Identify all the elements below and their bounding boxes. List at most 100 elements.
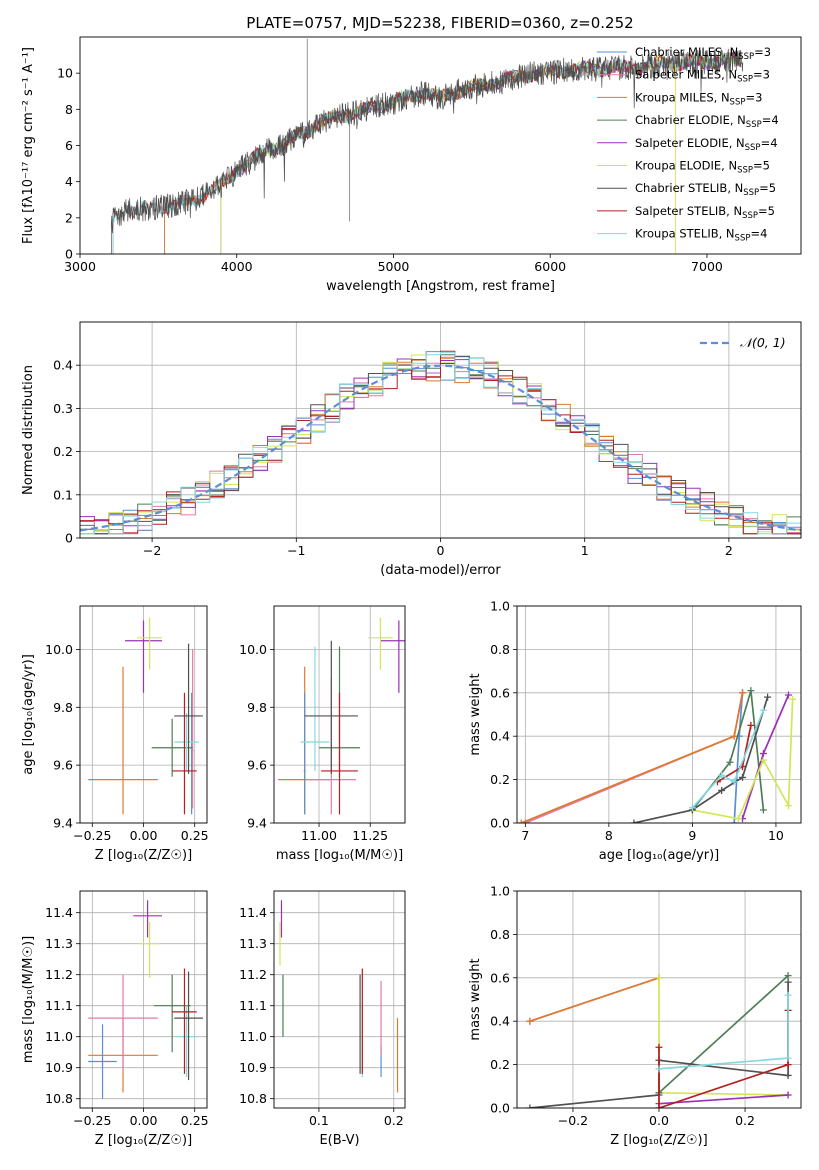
legend-tail: =4 bbox=[762, 113, 779, 127]
plot-frame bbox=[516, 890, 802, 1109]
kroupa_stelib-weight-line bbox=[658, 995, 789, 1070]
legend-subscript: SSP bbox=[745, 143, 761, 153]
y-tick-label: 9.8 bbox=[247, 700, 267, 715]
x-tick-label: 7000 bbox=[691, 259, 723, 274]
y-tick-label: 10.0 bbox=[45, 642, 73, 657]
tick-marks bbox=[76, 649, 196, 827]
plot-frame bbox=[79, 605, 208, 824]
salpeter_stelib-model-line bbox=[112, 52, 742, 254]
y-tick-label: 10 bbox=[57, 66, 73, 81]
x-tick-label: −1 bbox=[287, 543, 305, 558]
y-tick-label: 11.1 bbox=[239, 998, 267, 1013]
y-axis-label: age [log₁₀(age/yr)] bbox=[21, 654, 36, 775]
grid-lines bbox=[517, 605, 801, 824]
chabrier_stelib-weight-marker bbox=[630, 819, 638, 823]
x-tick-label: 11.25 bbox=[352, 828, 388, 843]
salpeter_stelib-weight-marker bbox=[784, 1061, 792, 1069]
y-tick-label: 9.4 bbox=[53, 816, 73, 831]
tick-marks bbox=[76, 364, 730, 542]
y-tick-label: 11.1 bbox=[45, 998, 73, 1013]
y-tick-label: 1.0 bbox=[490, 884, 510, 899]
y-tick-label: 11.4 bbox=[45, 905, 73, 920]
kroupa_elodie-weight-marker bbox=[759, 756, 767, 764]
chabrier_elodie-weight-marker bbox=[759, 806, 767, 814]
age-vs-metallicity-panel: −0.25 0.00 0.25 9.4 9.6 9.8 10.0 Z [log₁₀(Z/Z☉)… bbox=[21, 605, 209, 863]
y-tick-label: 11.3 bbox=[239, 936, 267, 951]
kroupa_miles-weight-marker bbox=[517, 819, 525, 823]
tick-marks bbox=[76, 72, 708, 258]
plot-frame bbox=[516, 605, 802, 824]
salpeter_stelib-weight-marker bbox=[655, 1043, 663, 1051]
x-tick-label: 0.0 bbox=[649, 1113, 669, 1128]
residuals-panel: −2 −1 0 1 2 0 0.1 0.2 0.3 0.4 (data-model)/error No… bbox=[21, 321, 802, 578]
kroupa_miles-weight-marker bbox=[730, 732, 738, 740]
kroupa_miles-weight-marker bbox=[526, 1017, 534, 1025]
x-axis-label: Z [log₁₀(Z/Z☉)] bbox=[95, 848, 192, 863]
salpeter_stelib-histogram bbox=[80, 350, 801, 535]
y-tick-label: 10.8 bbox=[239, 1091, 267, 1106]
x-tick-label: 0.00 bbox=[130, 1113, 158, 1128]
legend-entry: Kroupa MILES, NSSP=3 bbox=[635, 90, 762, 107]
legend-subscript: SSP bbox=[730, 97, 746, 107]
x-tick-label: 7 bbox=[521, 828, 529, 843]
legend-tail: =3 bbox=[754, 45, 771, 59]
legend-label: Salpeter MILES, N bbox=[635, 68, 737, 82]
legend-tail: =4 bbox=[761, 136, 778, 150]
model-spectra bbox=[110, 38, 744, 254]
salpeter_elodie-weight-marker bbox=[784, 1091, 792, 1099]
plot-frame bbox=[79, 890, 208, 1109]
legend-label: Kroupa ELODIE, N bbox=[635, 159, 737, 173]
plot-frame bbox=[79, 36, 802, 255]
x-tick-label: 0.2 bbox=[384, 1113, 404, 1128]
legend-tail: =3 bbox=[753, 68, 770, 82]
x-tick-label: −0.25 bbox=[73, 1113, 111, 1128]
legend-entry: 𝒩(0, 1) bbox=[740, 335, 786, 350]
kroupa_stelib-weight-marker bbox=[784, 991, 792, 999]
mass-vs-metallicity-panel: −0.25 0.00 0.25 10.8 10.9 11.0 11.1 11.2 11.3 11.… bbox=[21, 890, 209, 1148]
y-tick-label: 11.2 bbox=[239, 967, 267, 982]
legend-tail: =4 bbox=[750, 227, 767, 241]
error-bar-points bbox=[278, 617, 405, 815]
legend-tail: =5 bbox=[758, 204, 775, 218]
mass-weight-vs-metallicity-panel: −0.2 0.0 0.2 0.0 0.2 0.4 0.6 0.8 1.0 Z [log₁₀(Z/Z… bbox=[468, 884, 802, 1148]
salpeter_elodie-weight-marker bbox=[784, 691, 792, 699]
chabrier_elodie-weight-marker bbox=[747, 687, 755, 695]
x-axis-label: mass [log₁₀(M/M☉)] bbox=[276, 848, 403, 863]
age-vs-mass-panel: 11.00 11.25 9.4 9.6 9.8 10.0 mass [log₁₀(M/M☉)… bbox=[239, 605, 406, 863]
y-tick-label: 1.0 bbox=[490, 599, 510, 614]
chabrier_elodie-weight-marker bbox=[784, 972, 792, 980]
tick-marks bbox=[513, 890, 746, 1112]
y-axis-label: mass weight bbox=[468, 958, 483, 1040]
salpeter_elodie-weight-line bbox=[658, 1094, 789, 1105]
x-tick-label: 9 bbox=[688, 828, 696, 843]
x-axis-label: Z [log₁₀(Z/Z☉)] bbox=[610, 1133, 707, 1148]
kroupa_elodie-weight-marker bbox=[784, 802, 792, 810]
normal-distribution-curve bbox=[80, 364, 801, 532]
legend-subscript: SSP bbox=[737, 75, 753, 85]
y-tick-label: 0.3 bbox=[53, 401, 73, 416]
chabrier_stelib-weight-marker bbox=[764, 693, 772, 701]
kroupa_stelib-weight-marker bbox=[688, 804, 696, 812]
chabrier_stelib-weight-marker bbox=[526, 1104, 534, 1108]
tick-marks bbox=[513, 605, 777, 827]
chabrier_stelib-weight-marker bbox=[739, 773, 747, 781]
plot-frame bbox=[273, 890, 406, 1109]
kroupa_miles-model-line bbox=[164, 51, 742, 254]
legend-entry: Chabrier STELIB, NSSP=5 bbox=[635, 181, 776, 198]
kroupa_stelib-model-line bbox=[112, 52, 742, 254]
tick-marks bbox=[270, 912, 395, 1112]
y-tick-label: 9.6 bbox=[53, 758, 73, 773]
x-tick-label: 0.25 bbox=[181, 828, 209, 843]
kroupa_stelib-weight-marker bbox=[784, 1054, 792, 1062]
chabrier_miles-weight-marker bbox=[730, 819, 738, 823]
salpeter_miles-model-line bbox=[164, 51, 742, 254]
chabrier_stelib-weight-marker bbox=[718, 786, 726, 794]
kroupa_elodie-weight-marker bbox=[789, 695, 797, 703]
salpeter_miles-weight-line bbox=[525, 692, 744, 823]
y-axis-label: Flux [fλ10⁻¹⁷ erg cm⁻² s⁻¹ A⁻¹] bbox=[21, 47, 36, 244]
spectrum-panel: 3000 4000 5000 6000 7000 0 2 4 6 8 10 wavelength [A… bbox=[21, 36, 802, 294]
chabrier_elodie-weight-marker bbox=[726, 758, 734, 766]
x-tick-label: 10 bbox=[768, 828, 784, 843]
legend-subscript: SSP bbox=[735, 234, 751, 244]
